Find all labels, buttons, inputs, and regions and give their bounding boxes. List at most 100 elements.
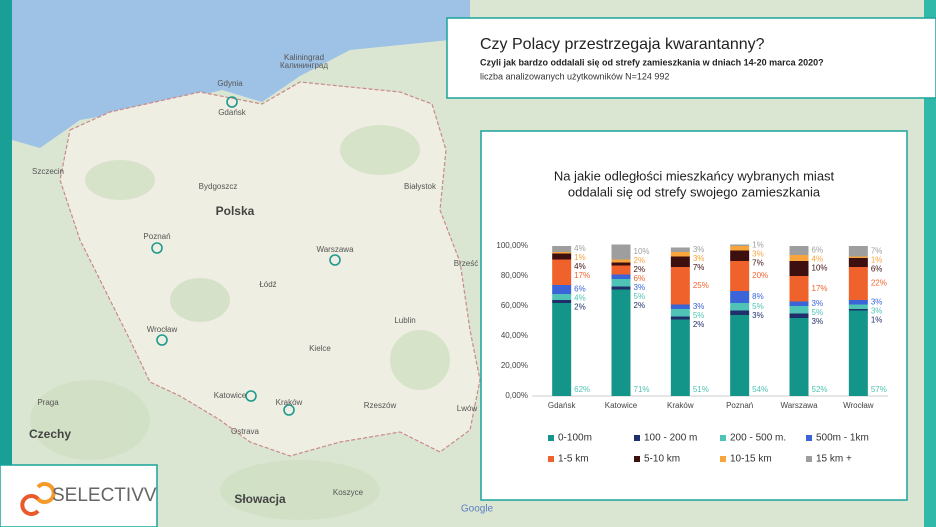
legend-swatch	[720, 435, 726, 441]
country-label: Polska	[216, 204, 255, 218]
bar-segment	[848, 267, 868, 300]
bar-segment	[670, 256, 690, 267]
chart-title: Na jakie odległości mieszkańcy wybranych…	[554, 168, 835, 183]
y-tick-label: 0,00%	[505, 391, 528, 400]
data-label: 7%	[871, 246, 883, 255]
bar-segment	[552, 303, 572, 396]
y-tick-label: 20,00%	[501, 361, 528, 370]
y-tick-label: 100,00%	[496, 241, 528, 250]
map-attribution: Google	[461, 504, 494, 515]
bar-segment	[670, 247, 690, 252]
legend-swatch	[720, 456, 726, 462]
city-label: Rzeszów	[364, 401, 397, 410]
header-title: Czy Polacy przestrzegaja kwarantanny?	[480, 36, 765, 53]
data-label: 2%	[634, 265, 646, 274]
data-label: 4%	[812, 255, 824, 264]
city-label: Wrocław	[147, 325, 178, 334]
forest	[30, 125, 450, 520]
city-label: Lublin	[394, 316, 415, 325]
data-label: 7%	[693, 263, 705, 272]
city-label: Kraków	[276, 398, 303, 407]
data-label: 3%	[812, 299, 824, 308]
bar-segment	[730, 244, 750, 246]
city-label: Gdynia	[217, 79, 243, 88]
data-label: 2%	[634, 256, 646, 265]
chart: 0,00% 20,00% 40,00% 60,00% 80,00% 100,00% Gdań…	[496, 240, 888, 465]
bar-segment	[730, 261, 750, 291]
header-note: liczba analizowanych użytkowników N=124 …	[480, 71, 669, 81]
bar-segment	[670, 316, 690, 320]
bar-segment	[848, 304, 868, 309]
bar-segment	[730, 250, 750, 261]
legend-label: 15 km +	[816, 454, 852, 465]
legend-label: 10-15 km	[730, 454, 772, 465]
data-label: 20%	[752, 271, 768, 280]
bar-segment	[848, 258, 868, 267]
country-border	[59, 81, 481, 457]
data-label: 3%	[812, 317, 824, 326]
bar-segment	[789, 313, 809, 318]
data-label: 2%	[634, 301, 646, 310]
city-label: Kielce	[309, 344, 331, 353]
legend-swatch	[634, 435, 640, 441]
city-label: Katowice	[214, 391, 247, 400]
legend-swatch	[548, 456, 554, 462]
header-subtitle: Czyli jak bardzo oddalali się od strefy …	[480, 57, 824, 67]
bar-segment	[552, 294, 572, 300]
city-label: Lwów	[457, 404, 478, 413]
data-label: 1%	[871, 255, 883, 264]
logo-text: SELECTIVV	[52, 485, 157, 506]
data-label: 2%	[693, 320, 705, 329]
data-label: 3%	[752, 249, 764, 258]
bar-segment	[789, 306, 809, 314]
bar-segment	[670, 309, 690, 317]
y-tick-label: 60,00%	[501, 301, 528, 310]
data-label: 6%	[871, 264, 883, 273]
city-label: Łódź	[259, 280, 276, 289]
data-label: 3%	[634, 283, 646, 292]
x-tick-label: Wrocław	[843, 401, 874, 410]
city-label: Brześć	[454, 259, 478, 268]
bar-segment	[611, 262, 631, 266]
city-label: Koszyce	[333, 488, 364, 497]
x-tick-label: Gdańsk	[548, 401, 577, 410]
bar-segment	[848, 310, 868, 396]
header-box	[446, 17, 936, 99]
city-label: Kaliningrad	[284, 53, 324, 62]
city-marker	[245, 390, 257, 402]
bar-segment	[552, 300, 572, 303]
country-label: Słowacja	[234, 492, 286, 506]
data-label: 1%	[871, 315, 883, 324]
data-label: 6%	[812, 246, 824, 255]
data-label: 6%	[634, 274, 646, 283]
bar-segment	[552, 285, 572, 294]
x-tick-label: Kraków	[667, 401, 694, 410]
country-label: Czechy	[29, 427, 71, 441]
city-marker	[156, 334, 168, 346]
bar-segment	[611, 265, 631, 275]
bar-segment	[730, 303, 750, 311]
legend-label: 100 - 200 m	[644, 433, 697, 444]
data-label: 2%	[574, 303, 586, 312]
data-label: 5%	[693, 311, 705, 320]
y-tick-label: 40,00%	[501, 331, 528, 340]
bar-segment	[670, 267, 690, 305]
data-label: 52%	[812, 385, 828, 394]
data-label: 22%	[871, 279, 887, 288]
city-label: Ostrava	[231, 427, 260, 436]
data-label: 10%	[812, 264, 828, 273]
legend-label: 1-5 km	[558, 454, 589, 465]
legend-swatch	[634, 456, 640, 462]
bar-segment	[789, 276, 809, 302]
data-label: 17%	[812, 284, 828, 293]
bar-segment	[789, 301, 809, 306]
legend-swatch	[548, 435, 554, 441]
x-tick-label: Warszawa	[780, 401, 818, 410]
data-label: 5%	[752, 302, 764, 311]
legend-label: 0-100m	[558, 433, 592, 444]
data-label: 71%	[634, 385, 650, 394]
bar-segment	[611, 274, 631, 279]
data-label: 57%	[871, 385, 887, 394]
city-label: Gdańsk	[218, 108, 247, 117]
data-label: 3%	[871, 306, 883, 315]
